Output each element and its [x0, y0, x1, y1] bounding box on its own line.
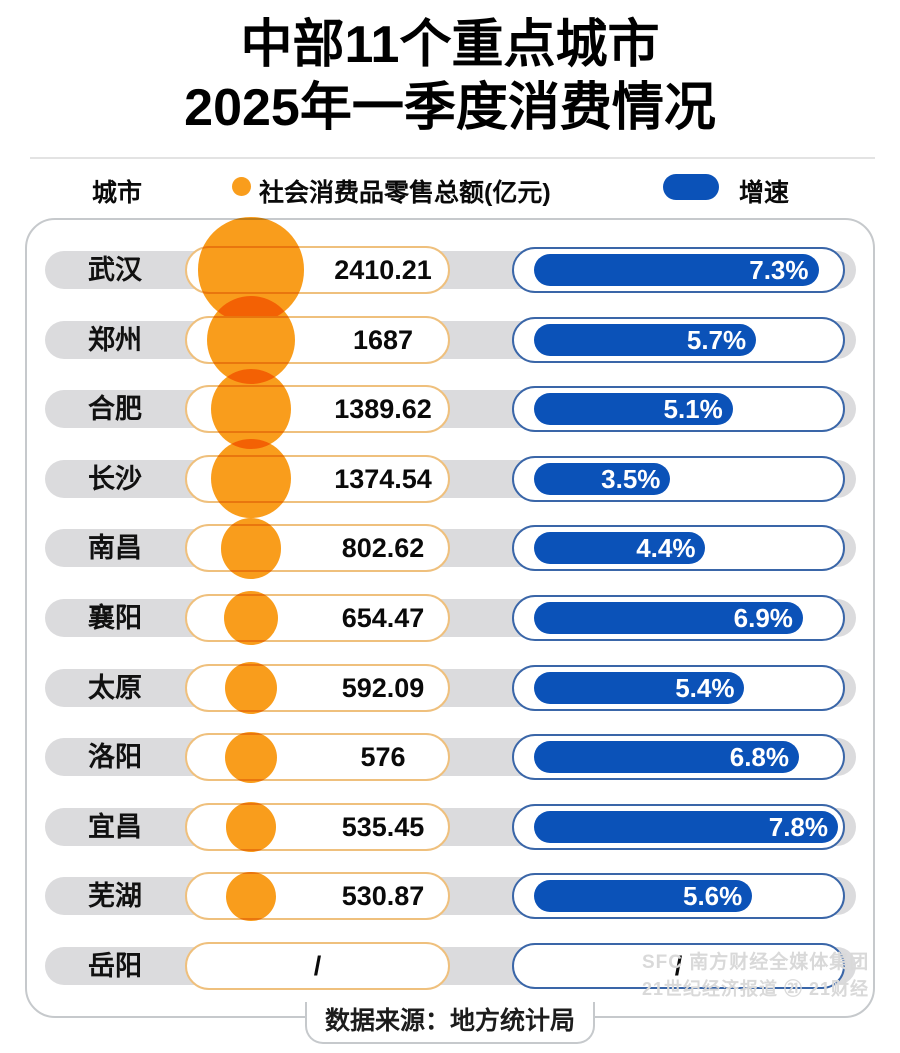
retail-value: 576 [360, 742, 406, 773]
growth-pill: 5.1% [512, 386, 845, 433]
table-row: 长沙 1374.54 3.5% [25, 439, 875, 519]
growth-bar: 4.4% [534, 532, 706, 565]
growth-empty-value: / [674, 951, 683, 981]
city-label: 南昌 [88, 533, 142, 564]
city-label: 襄阳 [88, 603, 142, 633]
city-label: 芜湖 [88, 881, 142, 912]
growth-pill: 6.9% [512, 595, 845, 641]
table-row: 太原 592.09 5.4% [25, 653, 875, 723]
retail-value: 2410.21 [334, 255, 432, 285]
city-label: 武汉 [88, 255, 142, 285]
legend-bubble-label: 社会消费品零售总额(亿元) [259, 179, 551, 207]
table-row: 岳阳 / / [25, 931, 875, 1001]
data-source-chip: 数据来源：地方统计局 [305, 1002, 595, 1044]
header-divider [30, 157, 875, 159]
city-label: 长沙 [88, 463, 142, 494]
growth-pill: 3.5% [512, 455, 845, 502]
legend-bar-label: 增速 [739, 179, 790, 207]
retail-bubble [225, 731, 277, 783]
retail-value: 802.62 [341, 533, 425, 564]
retail-bubble [223, 590, 279, 646]
retail-value: 535.45 [341, 811, 425, 842]
legend: 城市 社会消费品零售总额(亿元) 增速 [0, 170, 900, 208]
page-title-line2: 2025年一季度消费情况 [184, 79, 716, 137]
retail-bubble [211, 369, 291, 450]
city-label: 岳阳 [88, 951, 142, 981]
retail-value-pill [185, 942, 450, 990]
retail-value: 1389.62 [334, 394, 432, 425]
growth-pill: / [512, 943, 845, 989]
growth-pill: 7.3% [512, 247, 845, 293]
watermark-line2: 21世纪经济报道 ㉑ 21财经 [642, 979, 870, 999]
retail-bubble [226, 871, 276, 922]
data-source-text: 数据来源：地方统计局 [324, 1007, 575, 1035]
retail-bubble [211, 439, 291, 519]
retail-value: 592.09 [341, 672, 425, 703]
chart-rows: 武汉 2410.21 7.3% 郑州 1687 5.7% 合肥 1389.62 … [25, 217, 875, 1018]
retail-value: 530.87 [341, 881, 425, 912]
watermark-line1: SFC 南方财经全媒体集团 [642, 952, 870, 973]
retail-value: 654.47 [341, 603, 425, 633]
retail-bubble [220, 518, 282, 579]
table-row: 宜昌 535.45 7.8% [25, 792, 875, 862]
orange-bubble-legend-icon [232, 177, 251, 196]
growth-bar: 5.7% [534, 323, 757, 356]
page-title: 中部11个重点城市 2025年一季度消费情况 [0, 14, 900, 140]
table-row: 郑州 1687 5.7% [25, 295, 875, 384]
city-label: 合肥 [88, 394, 142, 425]
publisher-watermark: SFC 南方财经全媒体集团 21世纪经济报道 ㉑ 21财经 [642, 950, 900, 1002]
city-label: 宜昌 [88, 811, 142, 842]
retail-bubble [207, 295, 295, 384]
table-row: 芜湖 530.87 5.6% [25, 861, 875, 931]
growth-pill: 7.8% [512, 803, 845, 850]
retail-value: 1687 [352, 324, 414, 355]
table-row: 洛阳 576 6.8% [25, 722, 875, 792]
growth-pill: 5.7% [512, 316, 845, 363]
retail-bubble [226, 802, 276, 852]
growth-bar: 7.3% [534, 254, 819, 286]
city-label: 太原 [88, 672, 142, 703]
growth-pill: 5.6% [512, 873, 845, 920]
table-row: 南昌 802.62 4.4% [25, 513, 875, 583]
growth-pill: 5.4% [512, 664, 845, 711]
table-row: 襄阳 654.47 6.9% [25, 583, 875, 653]
table-row: 武汉 2410.21 7.3% [25, 217, 875, 323]
blue-bar-legend-icon [663, 174, 719, 200]
retail-bubble [224, 661, 278, 714]
city-label: 洛阳 [88, 742, 142, 773]
retail-value: 1374.54 [334, 463, 432, 494]
growth-bar: 5.1% [534, 393, 733, 426]
retail-value: / [313, 951, 322, 981]
growth-bar: 5.6% [534, 880, 753, 913]
table-row: 合肥 1389.62 5.1% [25, 369, 875, 450]
growth-bar: 6.8% [534, 741, 800, 774]
growth-pill: 4.4% [512, 525, 845, 572]
legend-city-column-label: 城市 [92, 179, 143, 207]
growth-bar: 6.9% [534, 602, 803, 634]
growth-pill: 6.8% [512, 734, 845, 781]
city-label: 郑州 [88, 324, 142, 355]
growth-bar: 3.5% [534, 462, 671, 495]
growth-bar: 5.4% [534, 671, 745, 704]
growth-bar: 7.8% [534, 810, 838, 843]
page-title-line1: 中部11个重点城市 [240, 16, 660, 74]
